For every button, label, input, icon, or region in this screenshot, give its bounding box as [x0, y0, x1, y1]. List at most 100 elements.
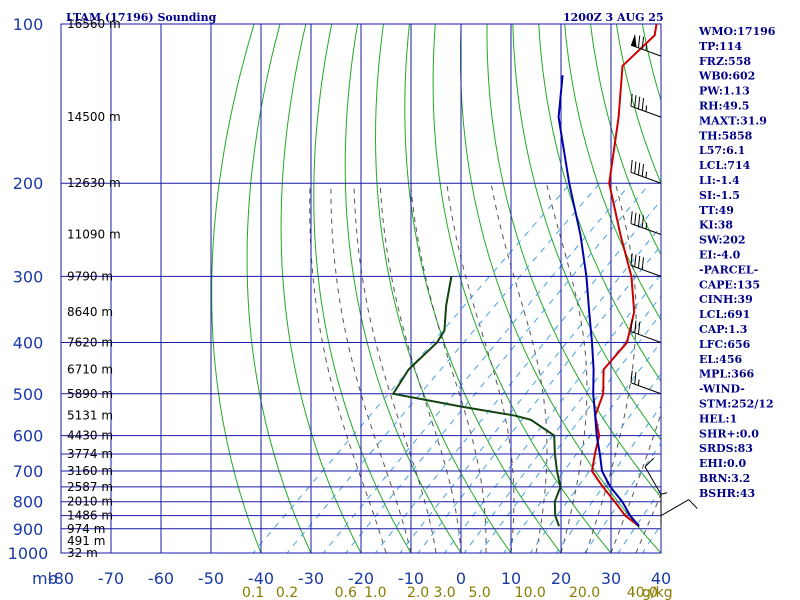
dry-adiabat-line — [589, 24, 661, 256]
wind-barb-flag — [630, 319, 633, 332]
wind-barb — [630, 370, 662, 395]
dry-adiabat-line — [404, 24, 562, 553]
mixing-ratio-line — [286, 182, 601, 553]
pressure-unit-label: mb — [32, 569, 58, 588]
wind-barb — [630, 159, 662, 184]
mixing-ratio-line — [463, 295, 661, 553]
index-line: -PARCEL- — [699, 263, 758, 276]
index-line: EL:456 — [699, 353, 742, 366]
wind-barb-flag — [637, 213, 641, 227]
pressure-tick-label: 600 — [13, 427, 44, 446]
temperature-tick-label: -20 — [348, 569, 374, 588]
height-label: 2587 m — [67, 480, 113, 494]
wind-barb-staff — [644, 466, 662, 495]
index-line: EI:-4.0 — [699, 249, 741, 262]
dry-adiabat-line — [374, 24, 512, 553]
wind-barb-half — [637, 379, 640, 386]
temperature-tick-label: -70 — [98, 569, 124, 588]
height-label: 6710 m — [67, 363, 113, 377]
moist-adiabat-line — [446, 183, 515, 553]
mixing-ratio-label: 0.1 — [242, 585, 264, 600]
mixing-ratio-label: 3.0 — [433, 585, 455, 600]
mixing-ratio-line — [417, 244, 661, 553]
wind-barb-flag — [637, 35, 641, 48]
temperature-tick-label: -10 — [398, 569, 424, 588]
wind-barb-flag — [637, 162, 641, 176]
plot-frame — [60, 23, 662, 554]
height-label: 5890 m — [67, 387, 113, 401]
grid — [60, 23, 662, 554]
height-label: 9790 m — [67, 269, 113, 283]
index-line: L57:6.1 — [699, 144, 745, 157]
chart-title: LTAM (17196) Sounding — [66, 11, 217, 24]
wind-barb-half — [660, 492, 668, 495]
height-label: 12630 m — [67, 176, 121, 190]
height-label: 974 m — [67, 522, 105, 536]
wind-barb-flag — [630, 253, 633, 266]
dry-adiabat-line — [460, 24, 661, 553]
index-line: LFC:656 — [699, 338, 751, 351]
mixing-ratio-line — [399, 225, 661, 553]
mixing-ratio-line — [322, 182, 632, 553]
wind-barb-pennant — [630, 33, 637, 48]
height-label: 7620 m — [67, 335, 113, 349]
temperature-tick-label: -60 — [148, 569, 174, 588]
height-label: 32 m — [67, 546, 98, 560]
index-line: MAXT:31.9 — [699, 114, 767, 127]
mixing-ratio-label: 40.0 — [627, 585, 658, 600]
wind-barb-flag — [630, 93, 633, 107]
wind-barb-flag — [641, 257, 644, 270]
mixing-ratio-label: 0.2 — [276, 585, 298, 600]
wind-barb-half — [645, 222, 648, 230]
wind-barb — [660, 492, 668, 527]
pressure-tick-label: 300 — [13, 267, 44, 286]
moist-adiabat-line — [490, 183, 548, 553]
wind-barb-half — [645, 44, 648, 51]
mixing-ratio-line — [252, 182, 571, 553]
height-label: 11090 m — [67, 228, 121, 242]
wind-barb-staff — [630, 382, 662, 395]
index-line: EHI:0.0 — [699, 457, 746, 470]
dry-adiabat-line — [280, 24, 362, 553]
dry-adiabat-line — [538, 24, 661, 383]
mixing-ratio-line — [641, 523, 661, 553]
wind-barbs — [630, 33, 698, 527]
height-label: 4430 m — [67, 429, 113, 443]
index-line: TH:5858 — [699, 129, 753, 142]
wind-barb — [630, 211, 662, 235]
mixing-ratio-label: 5.0 — [468, 585, 490, 600]
index-line: BSHR:43 — [699, 487, 755, 500]
dry-adiabat-line — [486, 24, 661, 498]
wind-barb-flag — [634, 161, 637, 174]
wind-barb — [630, 319, 662, 343]
wind-barb-flag — [634, 212, 637, 225]
height-label: 491 m — [67, 534, 105, 548]
temperature-tick-label: 0 — [456, 569, 466, 588]
dry-adiabat-line — [768, 12, 800, 564]
dry-adiabat-line — [211, 24, 262, 553]
wind-barb-flag — [630, 159, 633, 173]
pressure-tick-label: 500 — [13, 385, 44, 404]
wind-barb-flag — [637, 96, 641, 109]
wind-barb-flag — [637, 255, 641, 269]
wind-barb — [630, 33, 662, 57]
wind-barb-flag — [641, 215, 644, 228]
mixing-ratio-label: 0.6 — [335, 585, 357, 600]
wind-barb-flag — [644, 457, 655, 468]
index-line: KI:38 — [699, 219, 733, 232]
mixing-ratio-label: 20.0 — [569, 585, 600, 600]
moist-adiabat-line — [410, 183, 487, 553]
height-label: 8640 m — [67, 305, 113, 319]
wind-barb-flag — [637, 321, 641, 335]
mixing-ratio-label: 10.0 — [515, 585, 546, 600]
wind-barb-flag — [634, 371, 637, 385]
temperature-tick-label: -80 — [48, 569, 74, 588]
index-line: WMO:17196 — [698, 25, 776, 38]
wind-barb-flag — [641, 36, 644, 50]
wind-barb-staff — [630, 331, 662, 343]
mixing-ratio-line — [374, 199, 661, 553]
wind-barb — [660, 499, 698, 517]
moist-adiabat-line — [353, 183, 437, 553]
pressure-tick-label: 1000 — [8, 544, 49, 563]
dry-adiabat-line — [564, 24, 661, 321]
